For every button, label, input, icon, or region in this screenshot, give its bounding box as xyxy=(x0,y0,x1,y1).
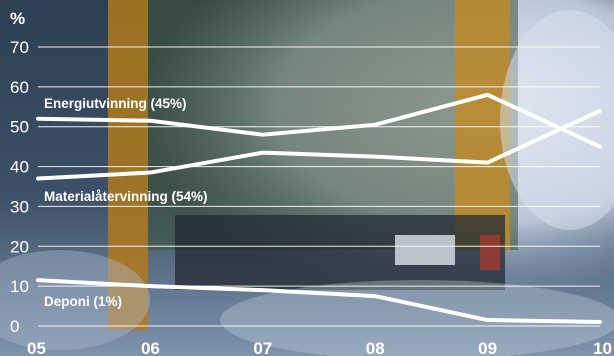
y-tick-label: 0 xyxy=(10,317,19,336)
series-line-3 xyxy=(36,278,602,325)
y-tick-label: 20 xyxy=(10,237,29,256)
y-tick-label: 70 xyxy=(10,38,29,57)
y-tick-label: 40 xyxy=(10,158,29,177)
series-line-2 xyxy=(36,108,602,181)
y-tick-label: 60 xyxy=(10,78,29,97)
series-labels: Energiutvinning (45%) Materialåtervinning… xyxy=(44,96,208,309)
x-tick-label: 05 xyxy=(27,339,46,356)
x-tick-label: 09 xyxy=(478,339,497,356)
x-tick-label: 06 xyxy=(141,339,160,356)
y-axis-ticks: 0 10 20 30 40 50 60 70 xyxy=(10,38,29,336)
x-axis-ticks: 05 06 07 08 09 10 xyxy=(27,339,612,356)
x-tick-label: 07 xyxy=(253,339,272,356)
y-tick-label: 50 xyxy=(10,118,29,137)
x-tick-label: 10 xyxy=(593,339,612,356)
series-label-3: Deponi (1%) xyxy=(44,294,122,309)
series-label-2: Materialåtervinning (54%) xyxy=(44,189,208,204)
series-line-1 xyxy=(36,92,602,149)
series-lines xyxy=(36,92,602,325)
x-tick-label: 08 xyxy=(366,339,385,356)
unit-label: % xyxy=(10,9,25,28)
series-label-1: Energiutvinning (45%) xyxy=(44,96,187,111)
y-tick-label: 10 xyxy=(10,277,29,296)
y-tick-label: 30 xyxy=(10,197,29,216)
